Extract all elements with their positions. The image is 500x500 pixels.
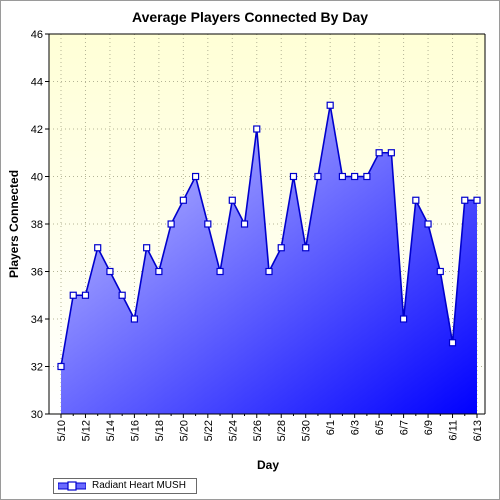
legend-label: Radiant Heart MUSH bbox=[92, 480, 186, 491]
x-tick-label: 5/14 bbox=[105, 420, 117, 441]
data-point bbox=[57, 362, 65, 371]
data-point bbox=[143, 244, 151, 252]
data-point bbox=[191, 172, 200, 181]
y-axis-ticks: 30 32 34 36 38 40 42 44 46 bbox=[31, 29, 49, 421]
data-point bbox=[106, 267, 114, 276]
x-tick-label: 5/22 bbox=[203, 420, 215, 441]
x-tick-label: 6/3 bbox=[350, 420, 362, 435]
x-tick-label: 5/18 bbox=[154, 420, 166, 441]
data-point bbox=[118, 291, 126, 299]
data-point bbox=[338, 172, 347, 181]
x-tick-label: 6/1 bbox=[325, 420, 337, 435]
chart-title: Average Players Connected By Day bbox=[131, 9, 369, 25]
x-tick-label: 6/5 bbox=[374, 420, 386, 435]
x-tick-label: 5/26 bbox=[252, 420, 264, 441]
data-point bbox=[473, 196, 481, 204]
data-point bbox=[167, 220, 175, 228]
y-axis-label: Players Connected bbox=[7, 170, 21, 278]
x-tick-label: 5/24 bbox=[227, 420, 239, 441]
data-point bbox=[228, 196, 236, 204]
x-tick-label: 5/16 bbox=[129, 420, 141, 441]
data-point bbox=[277, 244, 285, 252]
data-point bbox=[326, 101, 334, 109]
data-point bbox=[424, 220, 432, 228]
x-tick-label: 6/9 bbox=[423, 420, 435, 435]
data-point bbox=[179, 196, 187, 204]
data-point bbox=[204, 220, 212, 228]
data-point bbox=[375, 149, 383, 157]
data-point bbox=[155, 267, 163, 276]
y-tick-label: 40 bbox=[31, 172, 43, 184]
data-point bbox=[351, 172, 359, 181]
x-tick-label: 6/13 bbox=[472, 420, 484, 441]
data-points bbox=[57, 101, 481, 371]
series-area bbox=[61, 105, 477, 414]
data-point bbox=[130, 315, 139, 323]
y-tick-label: 38 bbox=[31, 219, 43, 231]
data-point bbox=[461, 196, 469, 204]
data-point bbox=[399, 315, 408, 323]
x-tick-label: 5/20 bbox=[178, 420, 190, 441]
x-axis-ticks: 5/10 5/12 5/14 5/16 5/18 5/20 5/22 5/24 5/26 5/28… bbox=[56, 414, 484, 441]
data-point bbox=[69, 291, 77, 299]
x-axis-label: Day bbox=[257, 458, 279, 472]
data-point bbox=[387, 149, 395, 157]
x-tick-label: 5/28 bbox=[276, 420, 288, 441]
data-point bbox=[363, 172, 371, 181]
x-tick-label: 6/7 bbox=[399, 420, 411, 435]
y-tick-label: 30 bbox=[31, 409, 43, 421]
y-tick-label: 34 bbox=[31, 314, 43, 326]
data-point bbox=[412, 196, 420, 204]
y-tick-label: 32 bbox=[31, 362, 43, 374]
y-tick-label: 36 bbox=[31, 267, 43, 279]
y-tick-label: 46 bbox=[31, 29, 43, 41]
data-point bbox=[448, 339, 457, 347]
data-point bbox=[302, 244, 310, 252]
data-point bbox=[94, 244, 102, 252]
data-point bbox=[265, 267, 273, 276]
data-point bbox=[81, 291, 90, 299]
y-tick-label: 44 bbox=[31, 77, 43, 89]
data-point bbox=[216, 267, 224, 276]
data-point bbox=[314, 172, 322, 181]
data-point bbox=[436, 267, 444, 276]
x-tick-label: 5/10 bbox=[56, 420, 68, 441]
data-point bbox=[240, 220, 249, 228]
x-tick-label: 5/12 bbox=[80, 420, 92, 441]
legend: Radiant Heart MUSH bbox=[53, 478, 197, 494]
y-tick-label: 42 bbox=[31, 124, 43, 136]
legend-swatch-icon bbox=[58, 481, 86, 491]
data-point bbox=[253, 125, 261, 133]
x-tick-label: 6/11 bbox=[448, 420, 460, 441]
x-tick-label: 5/30 bbox=[301, 420, 313, 441]
data-point bbox=[289, 172, 298, 181]
